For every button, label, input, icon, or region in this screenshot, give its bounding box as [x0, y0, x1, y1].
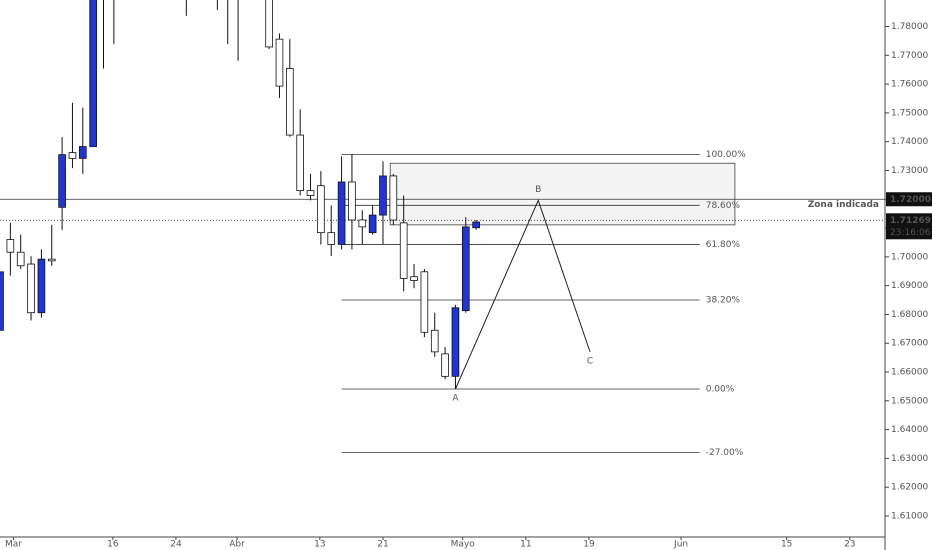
zone	[389, 162, 736, 226]
candle-body	[368, 214, 377, 234]
candle-body	[420, 271, 429, 333]
candle-body	[389, 175, 398, 221]
candle-body	[296, 134, 304, 192]
candle-body	[327, 232, 336, 245]
fib-label: 78.60%	[706, 201, 741, 211]
countdown-label: 23:16:06	[890, 228, 931, 238]
candle-body	[68, 152, 77, 159]
x-tick-label: Mar	[5, 540, 22, 550]
fib-label: 38.20%	[706, 296, 741, 306]
candle-body	[58, 154, 66, 208]
candle-body	[6, 239, 15, 253]
y-tick-label: 1.78000	[891, 22, 928, 32]
candle-body	[286, 68, 294, 136]
y-tick-label: 1.69000	[891, 281, 928, 291]
x-tick-label: 16	[107, 540, 119, 550]
last-price-tag	[886, 213, 932, 240]
pattern-label: B	[535, 185, 541, 195]
zone-price-label: 1.72000	[890, 195, 931, 205]
candle-body	[27, 263, 35, 314]
candle-body	[275, 38, 284, 87]
y-tick-label: 1.67000	[891, 339, 928, 349]
candle-body	[317, 185, 325, 234]
y-tick-label: 1.73000	[891, 166, 928, 176]
pattern-label: C	[587, 356, 593, 366]
x-tick-label: 23	[844, 540, 855, 550]
candle-body	[348, 181, 356, 221]
fib-label: 0.00%	[706, 385, 735, 395]
fib-label: 100.00%	[706, 150, 746, 160]
candle-body	[441, 353, 449, 377]
y-tick-label: 1.62000	[891, 483, 928, 493]
x-tick-label: 15	[781, 540, 792, 550]
y-tick-label: 1.68000	[891, 310, 928, 320]
candle-body	[430, 329, 439, 353]
x-tick-label: Abr	[229, 540, 245, 550]
x-tick-label: 24	[170, 540, 182, 550]
candle-body	[47, 258, 56, 262]
axes: 1.61000 1.62000 1.63000 1.64000 1.65000 1.660…	[5, 22, 932, 550]
candle-body	[410, 276, 418, 281]
y-tick-label: 1.77000	[891, 51, 928, 61]
y-tick-label: 1.75000	[891, 108, 928, 118]
x-tick-label: 21	[377, 540, 388, 550]
candle-body	[16, 251, 25, 267]
candle-body	[306, 190, 315, 196]
y-tick-label: 1.63000	[891, 454, 928, 464]
zone-price-tag	[886, 192, 932, 207]
candle-body	[358, 219, 367, 228]
candle-body	[379, 175, 387, 216]
y-tick-label: 1.61000	[891, 511, 928, 521]
y-tick-label: 1.66000	[891, 368, 928, 378]
fib-label: 61.80%	[706, 240, 741, 250]
candle-body	[37, 258, 46, 314]
x-tick-label: 13	[314, 540, 325, 550]
x-tick-label: 11	[520, 540, 531, 550]
fib-label: -27.00%	[706, 448, 744, 458]
candle-body	[451, 307, 460, 377]
candle-body	[89, 0, 97, 147]
candle-body	[337, 181, 346, 245]
y-tick-label: 1.65000	[891, 396, 928, 406]
candle-body	[461, 226, 470, 312]
zone-text: Zona indicada	[808, 200, 879, 210]
pattern-line	[454, 199, 591, 390]
candle-body	[78, 146, 87, 159]
last-price-label: 1.71269	[890, 216, 931, 226]
y-tick-label: 1.64000	[891, 425, 928, 435]
x-tick-label: 19	[583, 540, 595, 550]
y-tick-label: 1.76000	[891, 80, 928, 90]
x-tick-label: Mayo	[451, 540, 476, 550]
candle-body	[0, 271, 4, 331]
x-tick-label: Jun	[673, 540, 688, 550]
pattern-label: A	[452, 394, 459, 404]
y-tick-label: 1.74000	[891, 137, 928, 147]
y-tick-label: 1.70000	[891, 252, 928, 262]
plot-area: 100.00% 78.60% 61.80% 38.20% 0.00% -27.00% Zon…	[0, 0, 885, 458]
candle-body	[265, 0, 273, 48]
candle-body	[472, 221, 480, 229]
candle-body	[399, 222, 408, 279]
